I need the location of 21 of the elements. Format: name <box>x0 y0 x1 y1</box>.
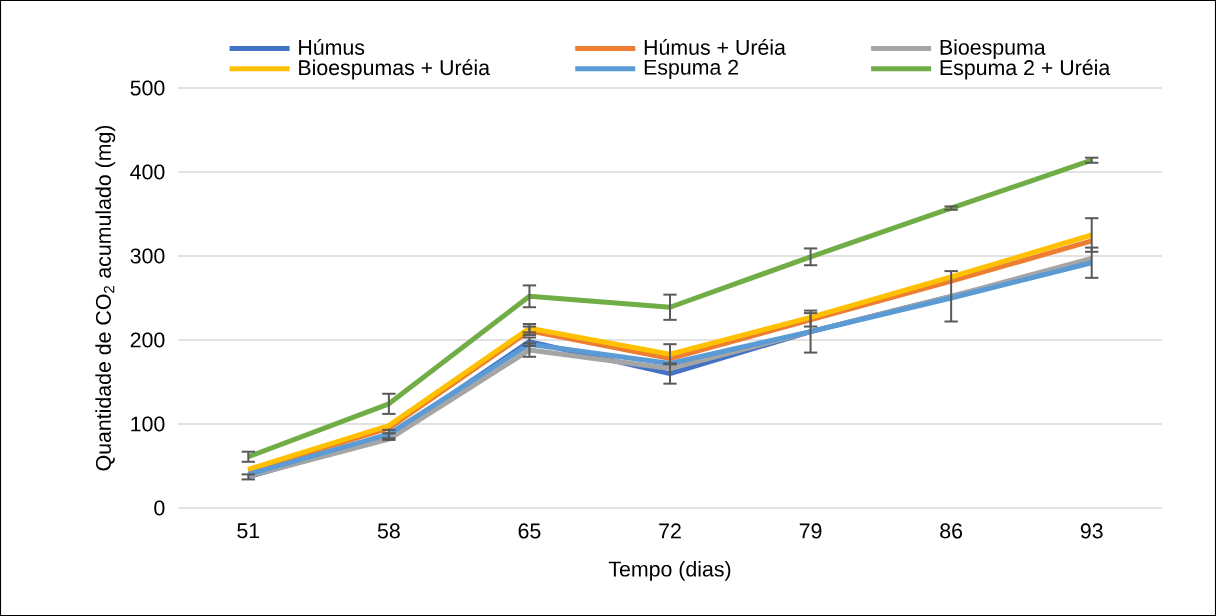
legend-label: Bioespuma <box>940 39 1046 60</box>
legend-label: Espuma 2 <box>644 59 739 80</box>
y-tick-label: 100 <box>131 416 165 432</box>
y-tick-label: 0 <box>154 500 165 516</box>
y-tick-label: 200 <box>130 332 165 348</box>
x-tick-label: 51 <box>237 523 260 539</box>
y-tick-label: 400 <box>130 164 165 180</box>
x-tick-label: 65 <box>518 523 541 539</box>
x-tick-label: 86 <box>940 523 963 539</box>
x-axis-title: Tempo (dias) <box>608 560 731 581</box>
x-tick-label: 58 <box>377 523 400 539</box>
legend-label: Bioespumas + Uréia <box>299 59 491 80</box>
legend-label: Húmus <box>299 39 365 55</box>
legend-label: Espuma 2 + Uréia <box>940 59 1111 80</box>
y-axis-title: Quantidade de CO$_{2}$ acumulado (mg) <box>95 125 116 471</box>
y-tick-label: 300 <box>130 248 165 264</box>
legend-label: Húmus + Uréia <box>644 39 786 55</box>
x-tick-label: 72 <box>659 523 681 539</box>
x-tick-label: 93 <box>1080 523 1103 539</box>
x-tick-label: 79 <box>799 523 822 539</box>
y-tick-label: 500 <box>130 80 165 96</box>
